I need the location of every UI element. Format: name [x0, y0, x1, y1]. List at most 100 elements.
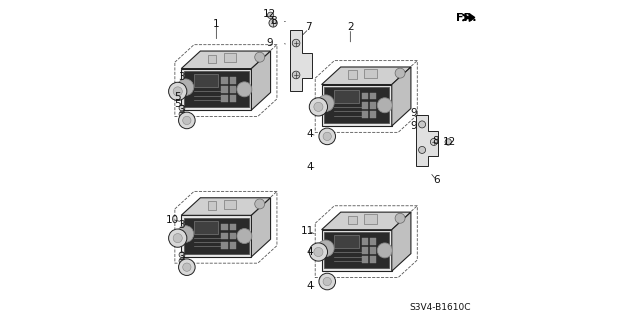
Circle shape [309, 243, 328, 261]
Text: 5: 5 [175, 92, 181, 102]
Circle shape [255, 52, 265, 62]
Circle shape [292, 71, 300, 79]
Text: S3V4-B1610C: S3V4-B1610C [409, 303, 470, 312]
Bar [194, 221, 218, 234]
Circle shape [182, 116, 191, 124]
Text: 3: 3 [178, 105, 184, 115]
Text: 10: 10 [166, 215, 179, 225]
Polygon shape [321, 67, 411, 85]
Bar [362, 238, 368, 245]
Bar [181, 69, 252, 110]
Circle shape [292, 39, 300, 47]
Circle shape [317, 95, 334, 112]
Circle shape [323, 132, 332, 140]
Text: 8: 8 [271, 16, 277, 26]
Bar [230, 224, 236, 230]
Polygon shape [416, 115, 438, 166]
Circle shape [179, 252, 185, 258]
Circle shape [378, 243, 392, 258]
FancyArrowPatch shape [463, 15, 468, 20]
Bar [370, 102, 376, 108]
Bar [364, 214, 377, 224]
Bar [370, 93, 376, 100]
Text: 4: 4 [306, 129, 313, 139]
Circle shape [237, 82, 252, 97]
Circle shape [255, 199, 265, 209]
Circle shape [268, 12, 274, 19]
Circle shape [173, 234, 182, 243]
Circle shape [319, 128, 335, 145]
Bar [362, 102, 368, 108]
Bar [181, 215, 252, 257]
Bar [334, 90, 359, 103]
Bar [221, 242, 228, 249]
Polygon shape [181, 51, 271, 69]
Bar [224, 53, 236, 63]
Circle shape [378, 98, 392, 113]
Bar [221, 233, 228, 239]
Bar [221, 224, 228, 230]
Text: 5: 5 [175, 99, 181, 109]
Bar [370, 247, 376, 254]
Bar [370, 238, 376, 245]
Polygon shape [252, 51, 271, 110]
Bar [221, 77, 228, 84]
Bar [321, 230, 392, 271]
Bar [348, 216, 357, 225]
Bar [230, 86, 236, 93]
Bar [184, 218, 248, 254]
Text: 6: 6 [433, 175, 440, 185]
Bar [184, 71, 248, 107]
Text: 4: 4 [306, 280, 313, 291]
Circle shape [395, 68, 405, 78]
Text: 4: 4 [306, 247, 313, 257]
Bar [208, 201, 216, 210]
Circle shape [182, 263, 191, 271]
Text: 3: 3 [178, 220, 184, 230]
Circle shape [179, 105, 185, 111]
Circle shape [168, 82, 187, 100]
Bar [362, 93, 368, 100]
Bar [221, 86, 228, 93]
Polygon shape [252, 198, 271, 257]
Bar [230, 242, 236, 249]
Polygon shape [392, 67, 411, 126]
Bar [224, 200, 236, 209]
Bar [362, 111, 368, 118]
Circle shape [323, 278, 332, 286]
Circle shape [177, 79, 194, 96]
Polygon shape [290, 30, 312, 91]
Text: 7: 7 [305, 22, 312, 32]
Text: 12: 12 [263, 9, 276, 19]
Bar [348, 70, 357, 79]
Bar [362, 256, 368, 263]
Bar [221, 95, 228, 102]
Bar [364, 69, 377, 78]
Polygon shape [181, 198, 271, 215]
Circle shape [179, 258, 185, 264]
Bar [324, 87, 389, 123]
Circle shape [314, 102, 323, 111]
Text: 4: 4 [306, 162, 313, 173]
Circle shape [309, 98, 328, 116]
Circle shape [430, 138, 437, 145]
Circle shape [317, 240, 334, 256]
Text: 3: 3 [178, 252, 184, 262]
Bar [334, 235, 359, 248]
Text: 1: 1 [213, 19, 220, 29]
Bar [230, 77, 236, 84]
Text: 12: 12 [443, 137, 456, 147]
Circle shape [177, 226, 194, 242]
Circle shape [419, 146, 426, 153]
Text: 11: 11 [301, 226, 314, 236]
Circle shape [395, 213, 405, 223]
Text: 9: 9 [411, 108, 417, 118]
Polygon shape [469, 14, 475, 21]
Text: 9: 9 [266, 38, 273, 48]
Circle shape [314, 248, 323, 256]
Text: 9: 9 [411, 121, 417, 131]
Bar [230, 233, 236, 239]
Circle shape [419, 121, 426, 128]
Text: 8: 8 [432, 136, 439, 146]
Bar [230, 95, 236, 102]
